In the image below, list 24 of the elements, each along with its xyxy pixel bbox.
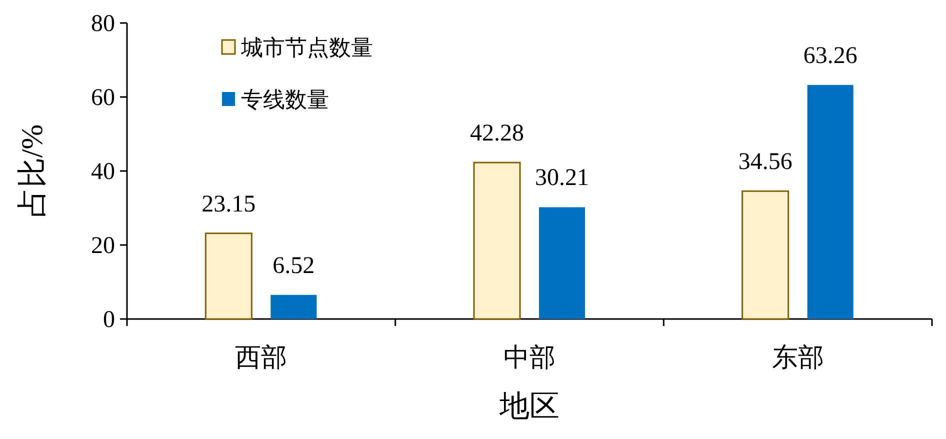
data-label: 6.52 <box>272 252 315 279</box>
bar <box>807 84 854 319</box>
x-tick-label: 西部 <box>235 343 288 372</box>
legend-label: 城市节点数量 <box>240 35 373 60</box>
bar <box>204 232 252 320</box>
data-label: 30.21 <box>535 165 589 192</box>
x-tick-label: 中部 <box>504 343 556 372</box>
data-label: 63.26 <box>803 42 858 69</box>
y-tick-label: 0 <box>103 307 115 333</box>
bar <box>473 162 521 320</box>
x-axis-title: 地区 <box>498 390 560 423</box>
legend-label: 专线数量 <box>241 87 329 112</box>
bar <box>270 294 317 319</box>
bar <box>742 190 790 320</box>
y-tick-label: 60 <box>91 85 115 111</box>
y-tick-label: 20 <box>91 233 115 259</box>
y-tick-label: 80 <box>91 11 115 37</box>
data-label: 34.56 <box>738 149 792 176</box>
bar <box>539 207 585 319</box>
data-label: 23.15 <box>202 191 256 218</box>
data-label: 42.28 <box>470 120 524 147</box>
x-tick-label: 东部 <box>772 343 824 372</box>
y-tick-label: 40 <box>91 159 115 185</box>
y-axis-title: 占比/% <box>16 124 49 218</box>
